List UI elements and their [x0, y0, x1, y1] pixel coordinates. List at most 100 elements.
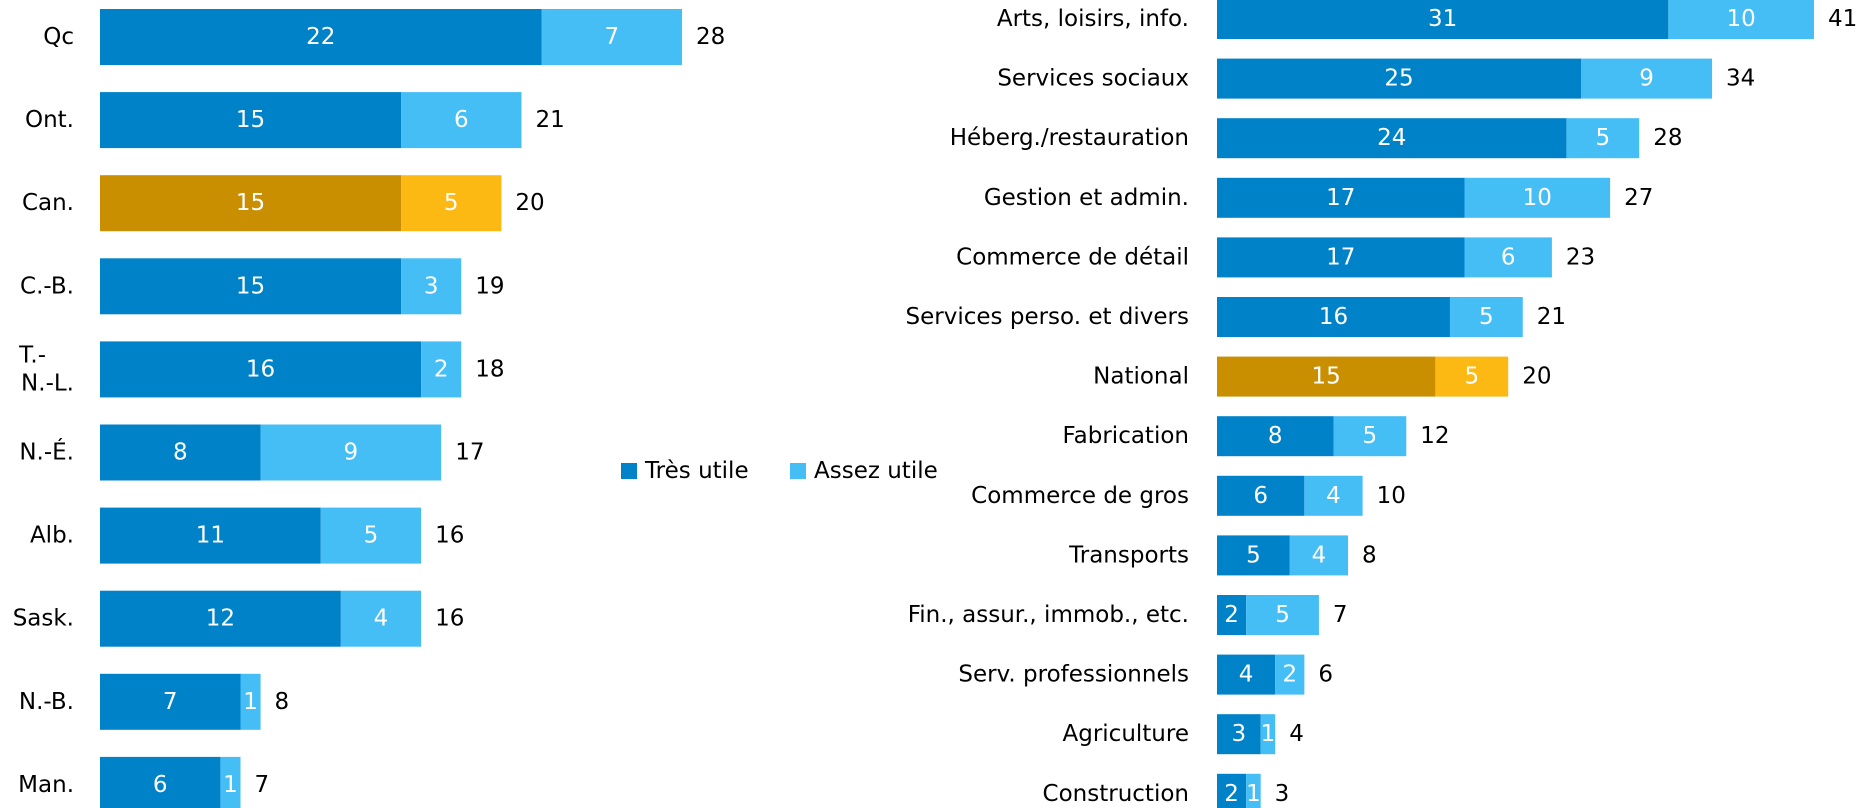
total-label: 6 — [1318, 662, 1333, 688]
label-line: T.- — [18, 342, 46, 368]
value-label: 5 — [444, 190, 459, 216]
category-label: N.-É. — [19, 438, 74, 466]
total-label: 7 — [1333, 602, 1348, 628]
value-label: 4 — [1239, 662, 1254, 688]
bar-segment — [100, 756, 221, 808]
total-label: 21 — [535, 107, 564, 133]
bar-segment — [1217, 58, 1581, 99]
category-label: Services sociaux — [997, 66, 1189, 92]
value-label: 15 — [236, 107, 265, 133]
category-label: Arts, loisirs, info. — [997, 6, 1189, 32]
value-label: 5 — [1363, 423, 1378, 449]
bar-segment — [401, 92, 522, 149]
value-label: 4 — [1326, 483, 1341, 509]
category-label: Fin., assur., immob., etc. — [908, 602, 1189, 628]
value-label: 17 — [1326, 185, 1355, 211]
bar-segment — [1217, 118, 1567, 159]
bar-segment — [401, 258, 462, 315]
total-label: 17 — [455, 440, 484, 466]
value-label: 5 — [1596, 125, 1611, 151]
total-label: 27 — [1624, 185, 1653, 211]
bar-segment — [1246, 773, 1261, 808]
value-label: 16 — [246, 356, 275, 382]
bar-segment — [100, 341, 422, 398]
value-label: 11 — [196, 523, 225, 549]
value-label: 17 — [1326, 244, 1355, 270]
total-label: 7 — [254, 772, 269, 798]
category-label: Agriculture — [1063, 721, 1190, 747]
value-label: 22 — [306, 24, 335, 50]
category-label: Can. — [22, 190, 74, 216]
total-label: 20 — [1522, 364, 1551, 390]
value-label: 10 — [1523, 185, 1552, 211]
total-label: 20 — [515, 190, 544, 216]
bar-segment — [1464, 237, 1552, 278]
bar-segment — [1289, 535, 1349, 576]
category-label: N.-B. — [19, 689, 74, 715]
value-label: 9 — [1639, 66, 1654, 92]
category-label: Construction — [1043, 781, 1189, 807]
total-label: 41 — [1828, 6, 1857, 32]
bar-segment — [100, 424, 261, 481]
bar-segment — [1333, 416, 1407, 457]
category-label: Commerce de gros — [971, 483, 1189, 509]
value-label: 6 — [1501, 244, 1516, 270]
category-label: National — [1093, 364, 1189, 390]
category-label: Qc — [43, 24, 74, 50]
value-label: 15 — [1312, 364, 1341, 390]
total-label: 16 — [435, 523, 464, 549]
bar-segment — [1217, 595, 1247, 635]
total-label: 10 — [1377, 483, 1406, 509]
value-label: 15 — [236, 273, 265, 299]
value-label: 1 — [223, 772, 238, 798]
value-label: 5 — [1246, 542, 1261, 568]
total-label: 4 — [1289, 721, 1304, 747]
value-label: 1 — [243, 689, 258, 715]
category-label: Alb. — [30, 523, 74, 549]
bar-segment — [100, 175, 402, 232]
total-label: 8 — [1362, 542, 1377, 568]
bar-segment — [1217, 177, 1465, 218]
value-label: 1 — [1246, 781, 1261, 807]
bar-segment — [100, 507, 321, 564]
value-label: 8 — [173, 440, 188, 466]
legend-swatch — [621, 463, 637, 479]
bar-segment — [1435, 356, 1509, 397]
value-label: 2 — [1282, 662, 1297, 688]
bar-segment — [260, 424, 442, 481]
bar-segment — [1464, 177, 1611, 218]
bar-segment — [320, 507, 422, 564]
total-label: 8 — [275, 689, 290, 715]
label-line: N.-L. — [21, 370, 74, 396]
category-label: Commerce de détail — [956, 244, 1189, 270]
category-label: Sask. — [13, 606, 74, 632]
value-label: 2 — [1224, 781, 1239, 807]
bar-segment — [1217, 535, 1290, 576]
bar-segment — [1217, 475, 1305, 516]
total-label: 28 — [1653, 125, 1682, 151]
category-label: Gestion et admin. — [984, 185, 1189, 211]
total-label: 3 — [1275, 781, 1290, 807]
value-label: 5 — [1464, 364, 1479, 390]
value-label: 6 — [153, 772, 168, 798]
total-label: 28 — [696, 24, 725, 50]
bar-segment — [340, 590, 422, 647]
category-label: T.-N.-L. — [18, 342, 74, 396]
total-label: 18 — [475, 356, 504, 382]
bar-segment — [100, 92, 402, 149]
value-label: 2 — [434, 356, 449, 382]
category-label: Man. — [18, 772, 74, 798]
bar-segment — [1304, 475, 1363, 516]
category-label: Transports — [1068, 542, 1189, 568]
bar-segment — [541, 9, 683, 65]
value-label: 25 — [1384, 66, 1413, 92]
value-label: 12 — [206, 606, 235, 632]
category-label: Serv. professionnels — [958, 662, 1189, 688]
total-label: 34 — [1726, 66, 1755, 92]
legend-label: Très utile — [644, 458, 749, 484]
category-label: Ont. — [25, 107, 74, 133]
value-label: 7 — [604, 24, 619, 50]
bar-segment — [1217, 297, 1450, 337]
value-label: 4 — [1312, 542, 1327, 568]
